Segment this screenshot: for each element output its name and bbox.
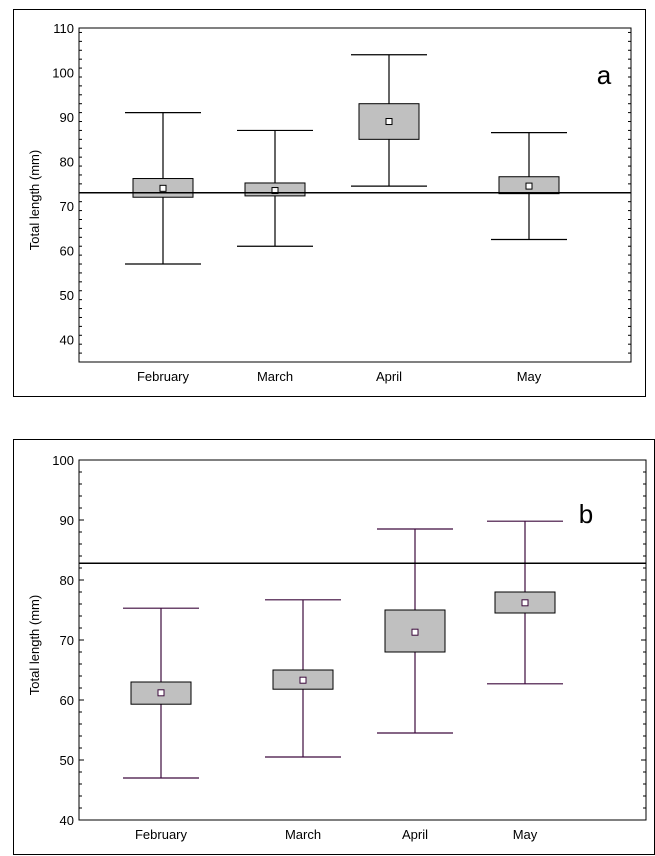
x-tick-label-a: February bbox=[137, 369, 190, 384]
chart-panel-a: a Total length (mm) 40 50 60 70 80 90 100 110 Fe… bbox=[13, 9, 646, 397]
y-tick-label-b: 60 bbox=[60, 693, 74, 708]
panel-label-b: b bbox=[579, 499, 593, 529]
y-tick-label-a: 70 bbox=[60, 199, 74, 214]
mean-marker-b bbox=[521, 599, 529, 607]
y-tick-label-a: 60 bbox=[60, 244, 74, 259]
y-axis-label-b: Total length (mm) bbox=[27, 595, 42, 695]
plot-frame-b bbox=[78, 459, 647, 821]
y-tick-label-a: 90 bbox=[60, 110, 74, 125]
y-tick-label-a: 100 bbox=[52, 66, 74, 81]
y-tick-label-a: 50 bbox=[60, 288, 74, 303]
mean-marker-b bbox=[411, 628, 419, 636]
x-tick-label-a: May bbox=[517, 369, 542, 384]
mean-marker-b bbox=[299, 676, 307, 684]
y-tick-label-a: 80 bbox=[60, 155, 74, 170]
mean-marker-a bbox=[159, 184, 167, 192]
mean-marker-a bbox=[271, 187, 279, 195]
x-tick-label-a: April bbox=[376, 369, 402, 384]
y-tick-label-b: 80 bbox=[60, 573, 74, 588]
panel-label-a: a bbox=[597, 60, 612, 90]
mean-marker-a bbox=[385, 118, 393, 126]
y-axis-label-a: Total length (mm) bbox=[27, 150, 42, 250]
x-tick-label-b: March bbox=[285, 827, 321, 842]
y-tick-label-a: 110 bbox=[53, 21, 74, 36]
mean-marker-b bbox=[157, 689, 165, 697]
chart-b-svg: b Total length (mm) 40 50 60 70 80 90 100 Febru… bbox=[27, 453, 647, 842]
x-tick-label-b: April bbox=[402, 827, 428, 842]
y-tick-label-b: 100 bbox=[52, 453, 74, 468]
y-tick-label-b: 40 bbox=[60, 813, 74, 828]
y-tick-label-b: 90 bbox=[60, 513, 74, 528]
x-tick-label-b: February bbox=[135, 827, 188, 842]
chart-panel-b: b Total length (mm) 40 50 60 70 80 90 100 Febru… bbox=[13, 439, 655, 855]
y-tick-label-b: 50 bbox=[60, 753, 74, 768]
mean-marker-a bbox=[525, 182, 533, 190]
chart-a-svg: a Total length (mm) 40 50 60 70 80 90 100 110 Fe… bbox=[27, 21, 632, 384]
y-tick-label-b: 70 bbox=[60, 633, 74, 648]
x-tick-label-b: May bbox=[513, 827, 538, 842]
x-tick-label-a: March bbox=[257, 369, 293, 384]
plot-frame-a bbox=[78, 27, 632, 363]
y-tick-label-a: 40 bbox=[60, 333, 74, 348]
